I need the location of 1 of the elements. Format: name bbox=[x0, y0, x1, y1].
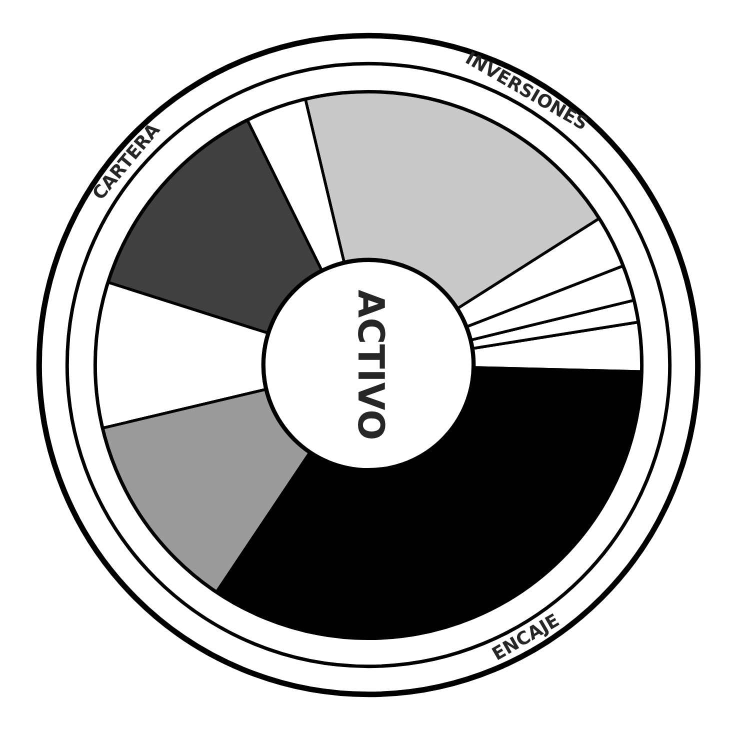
text: ACTIVO bbox=[358, 290, 386, 438]
